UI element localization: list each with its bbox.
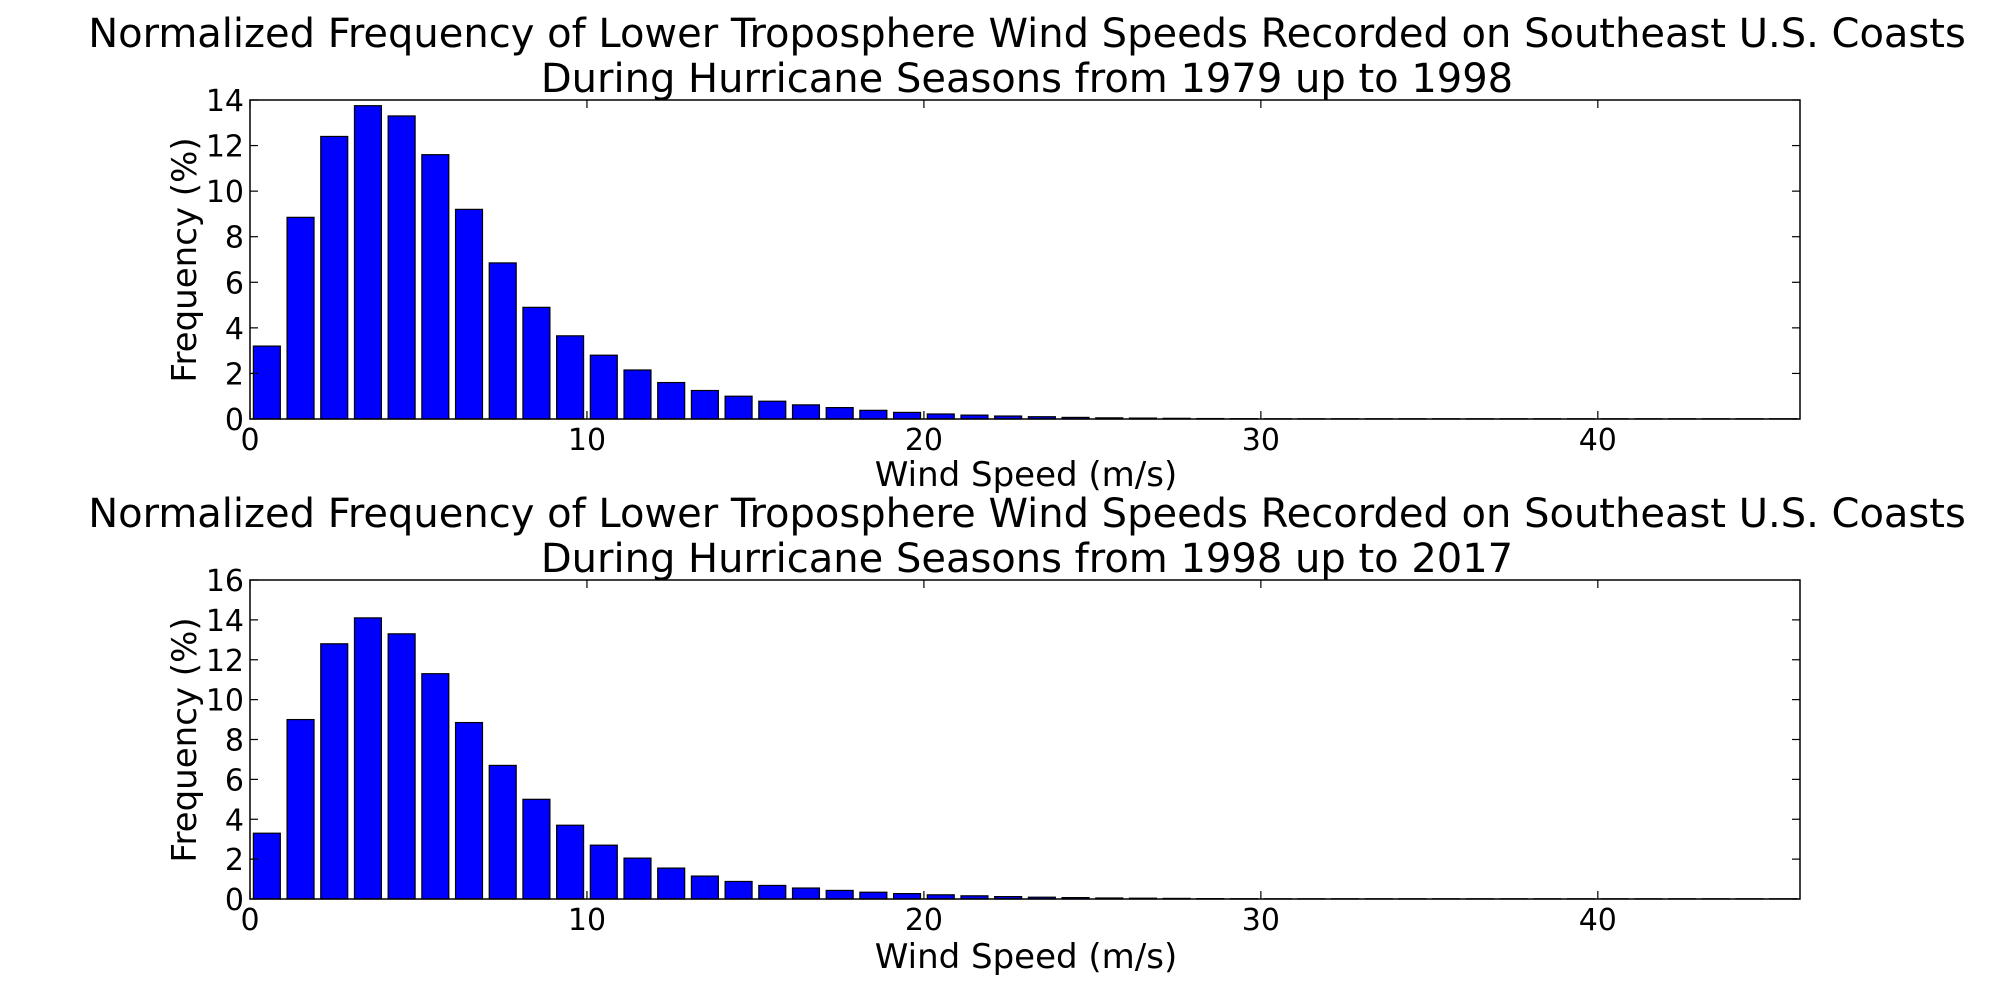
chart-2-bar <box>489 765 516 899</box>
chart-1-y-tick-label: 14 <box>206 84 244 119</box>
chart-2-bar <box>691 876 718 899</box>
chart-1-bar <box>422 155 449 419</box>
chart-2-bar <box>388 634 415 899</box>
chart-1-bar <box>557 336 584 419</box>
chart-2-x-tick-label: 20 <box>905 903 943 938</box>
chart-2-y-tick-label: 10 <box>206 684 244 719</box>
chart-2-y-tick-label: 16 <box>206 564 244 599</box>
chart-1-bar <box>894 412 921 419</box>
chart-2-y-tick-label: 8 <box>225 724 244 759</box>
chart-2-bar <box>590 845 617 899</box>
chart-2-bar <box>860 892 887 899</box>
chart-1-bar <box>489 263 516 419</box>
chart-2-y-tick-label: 2 <box>225 843 244 878</box>
chart-1-y-tick-label: 0 <box>225 403 244 438</box>
chart-1-title-line-1: Normalized Frequency of Lower Tropospher… <box>88 11 1966 57</box>
chart-2-bar <box>253 833 280 899</box>
chart-1-bar <box>927 414 954 419</box>
chart-1-bar <box>523 307 550 419</box>
chart-1-y-tick-label: 2 <box>225 357 244 392</box>
chart-1-bar <box>860 410 887 419</box>
chart-1-bar <box>590 355 617 419</box>
chart-2-bar <box>287 720 314 899</box>
chart-1-bar <box>321 136 348 419</box>
chart-1-bar <box>691 391 718 419</box>
chart-1-bar <box>287 217 314 419</box>
chart-1-title-line-2: During Hurricane Seasons from 1979 up to… <box>541 56 1513 102</box>
chart-2-y-tick-label: 12 <box>206 644 244 679</box>
chart-2-bar <box>826 890 853 899</box>
chart-2-bar <box>321 644 348 899</box>
chart-2-bar <box>894 894 921 899</box>
chart-2-bar <box>523 799 550 899</box>
chart-2-bar <box>793 888 820 899</box>
chart-1-x-tick-label: 40 <box>1579 423 1617 458</box>
chart-2-x-tick-label: 30 <box>1242 903 1280 938</box>
chart-2-bar <box>759 885 786 899</box>
chart-1-bar <box>624 370 651 419</box>
chart-2-x-axis-label: Wind Speed (m/s) <box>875 937 1177 977</box>
chart-2-x-tick-label: 40 <box>1579 903 1617 938</box>
chart-1-bar <box>456 209 483 419</box>
chart-1-x-tick-label: 30 <box>1242 423 1280 458</box>
chart-1-bar <box>253 346 280 419</box>
chart-2-y-axis-label: Frequency (%) <box>165 617 205 862</box>
chart-2-bar <box>456 723 483 899</box>
chart-2-y-tick-label: 6 <box>225 763 244 798</box>
chart-2-bar <box>557 825 584 899</box>
chart-1-y-tick-label: 8 <box>225 221 244 256</box>
chart-1-bar <box>354 106 381 419</box>
chart-2-bar <box>624 858 651 899</box>
chart-1-y-axis-label: Frequency (%) <box>165 137 205 382</box>
chart-2-x-tick-label: 10 <box>568 903 606 938</box>
chart-2-y-tick-label: 4 <box>225 803 244 838</box>
chart-2-bar <box>354 618 381 899</box>
chart-1-bar <box>658 383 685 419</box>
chart-1-y-tick-label: 6 <box>225 266 244 301</box>
chart-1-x-tick-label: 10 <box>568 423 606 458</box>
chart-1-x-axis-label: Wind Speed (m/s) <box>875 455 1177 495</box>
chart-2-title-line-2: During Hurricane Seasons from 1998 up to… <box>541 536 1513 582</box>
chart-1-y-tick-label: 4 <box>225 312 244 347</box>
chart-2-bar <box>422 674 449 899</box>
chart-2-bar <box>658 868 685 899</box>
chart-2-bar <box>725 881 752 899</box>
chart-2-y-tick-label: 14 <box>206 604 244 639</box>
chart-2-title-line-1: Normalized Frequency of Lower Tropospher… <box>88 491 1966 537</box>
chart-1-y-tick-label: 10 <box>206 175 244 210</box>
chart-1-y-tick-label: 12 <box>206 130 244 165</box>
chart-2-y-tick-label: 0 <box>225 883 244 918</box>
chart-1-bar <box>793 405 820 419</box>
chart-1-bar <box>826 408 853 419</box>
chart-1-bar <box>388 116 415 419</box>
chart-1-bar <box>759 401 786 419</box>
chart-1-bar <box>725 396 752 419</box>
chart-1-x-tick-label: 20 <box>905 423 943 458</box>
